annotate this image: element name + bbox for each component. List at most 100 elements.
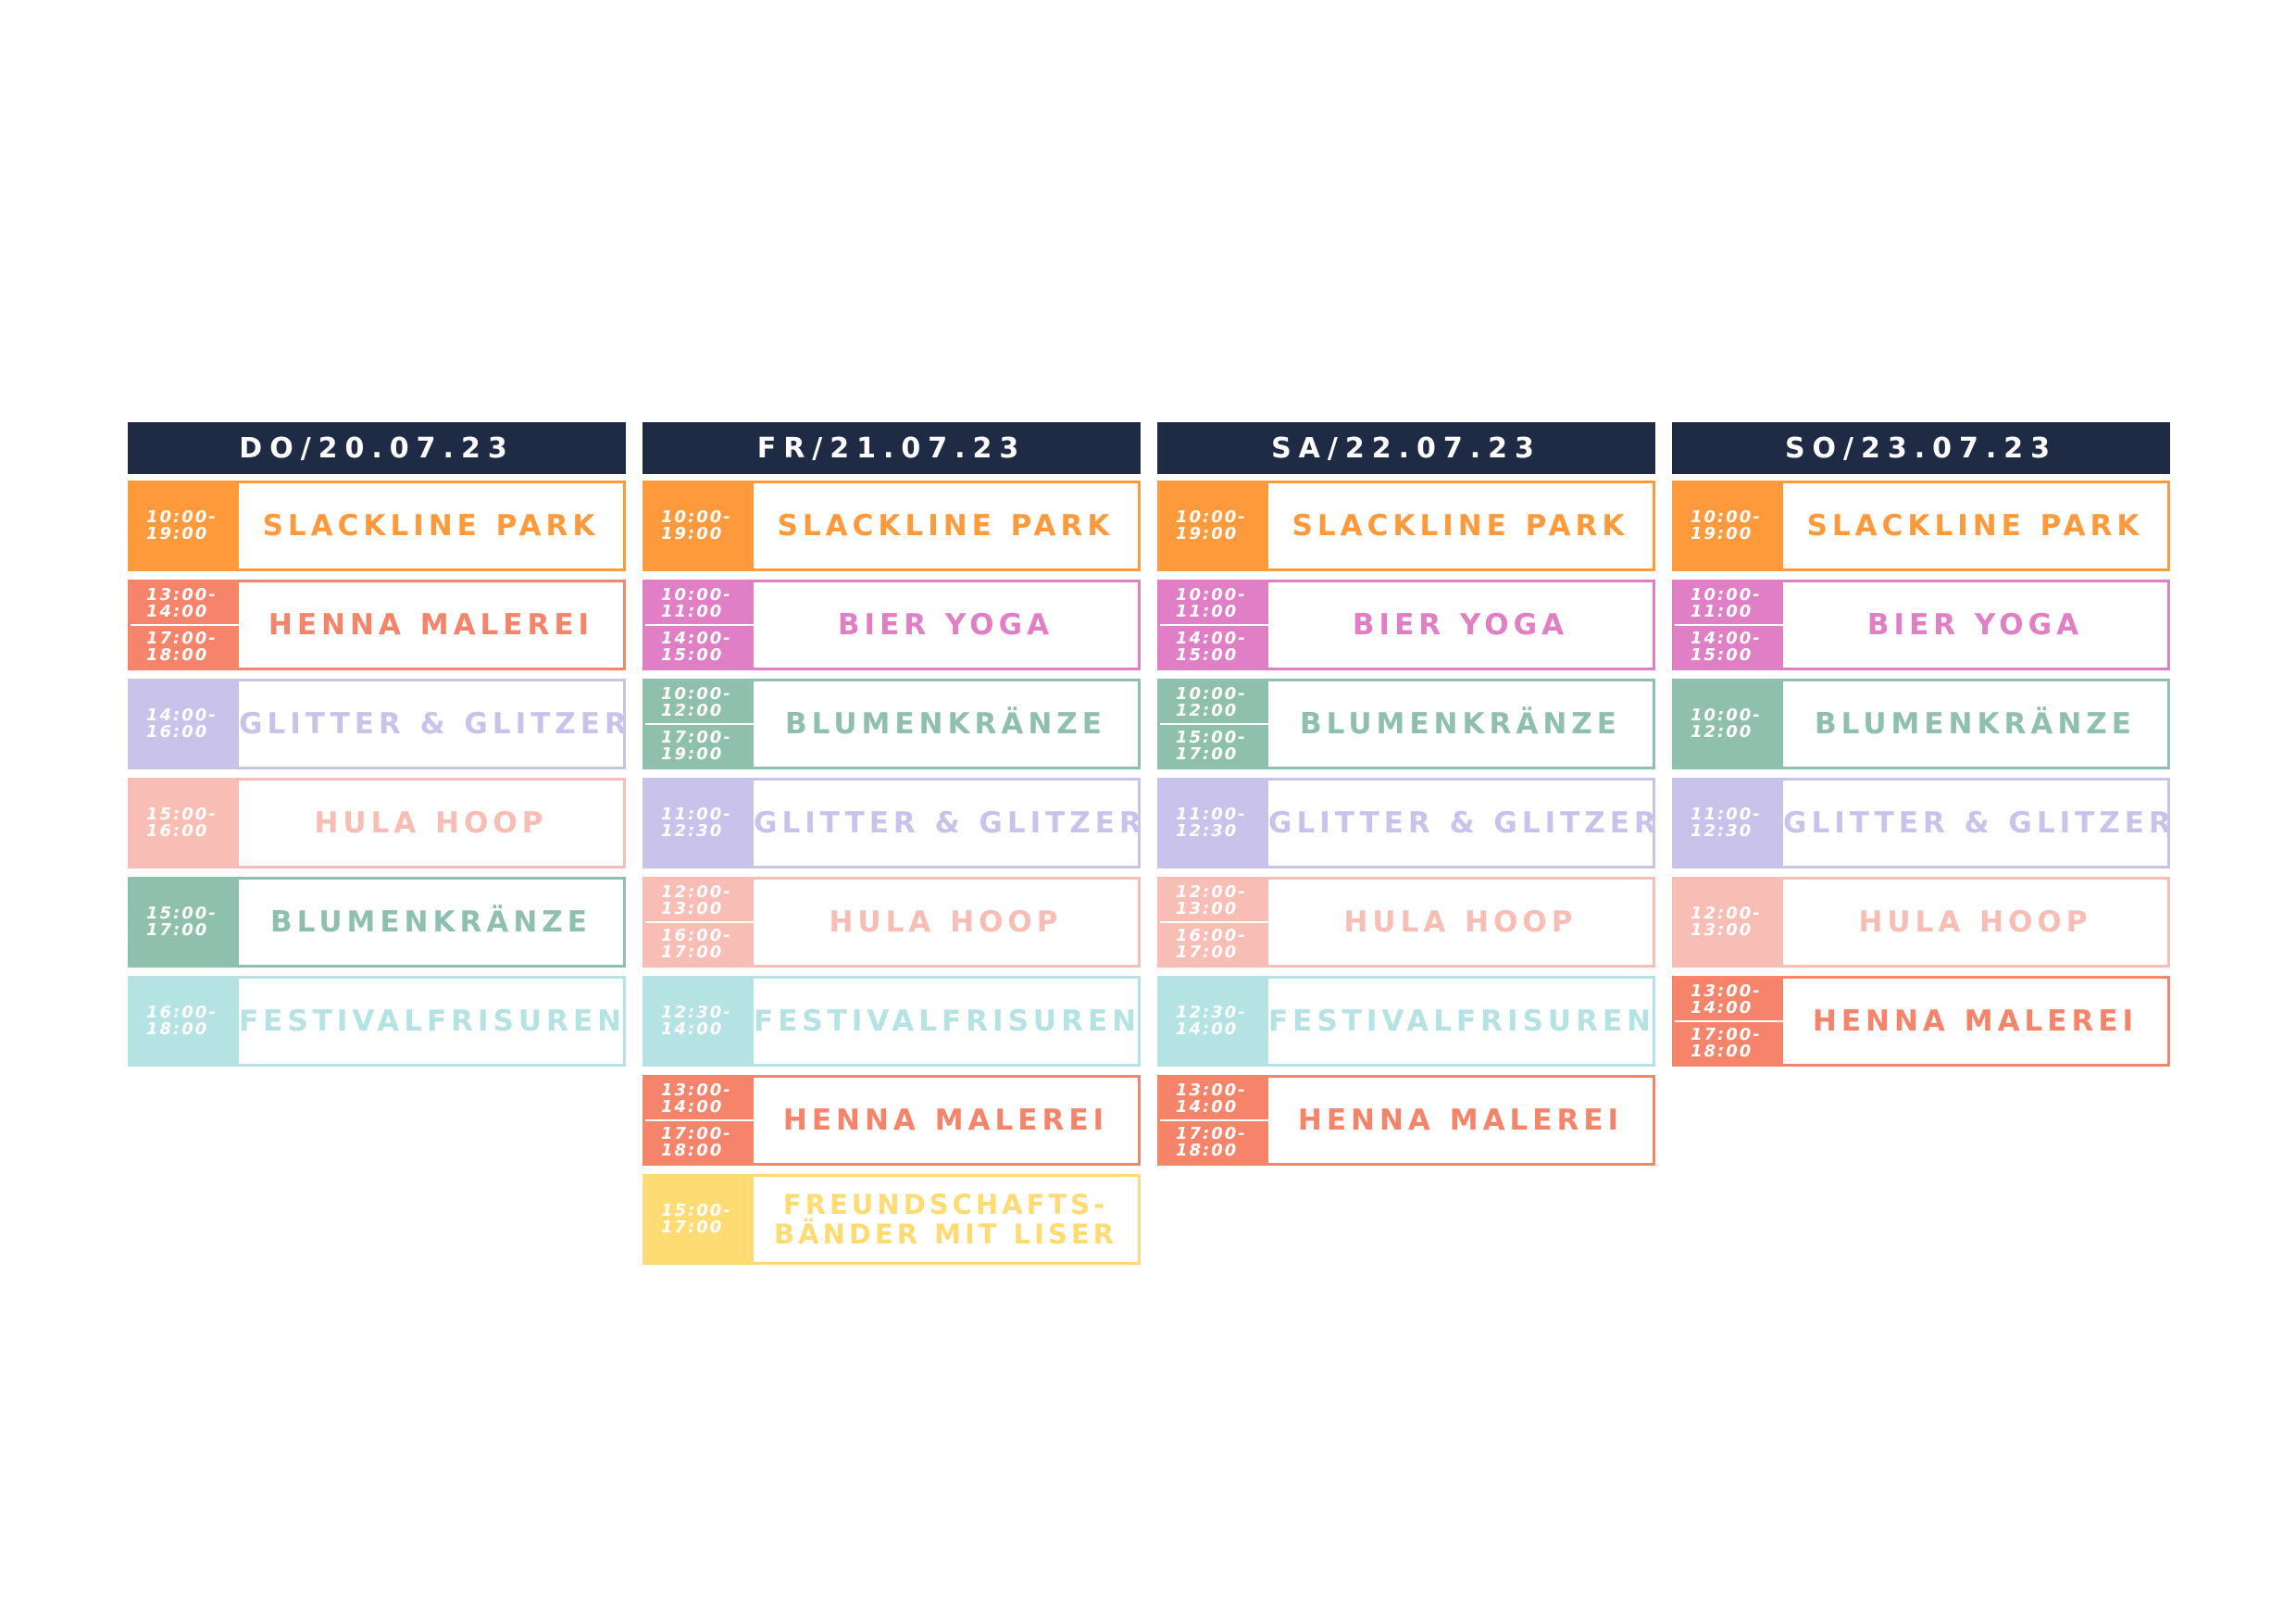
time-slot: 12:00- 13:00 bbox=[1160, 880, 1268, 921]
time-slots: 15:00- 17:00 bbox=[131, 880, 239, 965]
time-slot: 10:00- 19:00 bbox=[131, 483, 239, 568]
time-start: 12:00- bbox=[661, 881, 732, 902]
event-row: 14:00- 16:00 GLITTER & GLITZER bbox=[128, 679, 627, 769]
time-slot: 17:00- 19:00 bbox=[645, 723, 754, 767]
time-start: 15:00- bbox=[146, 904, 218, 923]
event-name-line: BLUMENKRÄNZE bbox=[270, 906, 592, 939]
event-name: SLACKLINE PARK bbox=[754, 483, 1138, 568]
time-slot: 13:00- 14:00 bbox=[645, 1078, 754, 1119]
event-row: 10:00- 11:00 14:00- 15:00 BIER YOGA bbox=[643, 580, 1141, 670]
time-start: 11:00- bbox=[1691, 805, 1762, 824]
day-header: FR/21.07.23 bbox=[643, 422, 1141, 474]
time-end: 18:00 bbox=[661, 1140, 724, 1160]
time-start: 10:00- bbox=[661, 683, 732, 704]
time-end: 14:00 bbox=[661, 1019, 724, 1039]
time-slot: 11:00- 12:30 bbox=[1675, 781, 1783, 866]
time-start: 10:00- bbox=[1691, 706, 1762, 725]
event-row: 12:00- 13:00 16:00- 17:00 HULA HOOP bbox=[643, 877, 1141, 968]
time-end: 12:00 bbox=[1691, 722, 1753, 742]
event-name: HENNA MALEREI bbox=[754, 1078, 1138, 1163]
event-name: SLACKLINE PARK bbox=[1268, 483, 1653, 568]
event-row: 10:00- 12:00 17:00- 19:00 BLUMENKRÄNZE bbox=[643, 679, 1141, 769]
event-row: 13:00- 14:00 17:00- 18:00 HENNA MALEREI bbox=[1157, 1075, 1655, 1166]
time-slots: 10:00- 12:00 15:00- 17:00 bbox=[1160, 681, 1268, 767]
time-start: 12:00- bbox=[1691, 904, 1762, 923]
event-name: HENNA MALEREI bbox=[1783, 979, 2167, 1064]
time-end: 16:00 bbox=[146, 821, 209, 841]
time-slots: 16:00- 18:00 bbox=[131, 979, 239, 1064]
time-start: 10:00- bbox=[1176, 683, 1247, 704]
time-start: 14:00- bbox=[661, 628, 732, 648]
time-slot: 10:00- 12:00 bbox=[1675, 681, 1783, 767]
time-slot: 13:00- 14:00 bbox=[1675, 979, 1783, 1020]
event-row: 15:00- 17:00 FREUNDSCHAFTS- BÄNDER MIT LISE… bbox=[643, 1174, 1141, 1265]
event-name-line: HULA HOOP bbox=[1858, 906, 2092, 939]
time-slot: 17:00- 18:00 bbox=[131, 624, 239, 668]
event-row: 10:00- 19:00 SLACKLINE PARK bbox=[128, 481, 626, 571]
time-slots: 10:00- 19:00 bbox=[1675, 483, 1783, 568]
time-start: 15:00- bbox=[1176, 727, 1247, 747]
event-row: 13:00- 14:00 17:00- 18:00 HENNA MALEREI bbox=[1672, 976, 2170, 1067]
time-slots: 12:00- 13:00 bbox=[1675, 880, 1783, 965]
time-end: 14:00 bbox=[1176, 1096, 1239, 1117]
time-slots: 10:00- 12:00 bbox=[1675, 681, 1783, 767]
event-name: BIER YOGA bbox=[1268, 582, 1653, 668]
time-slot: 11:00- 12:30 bbox=[645, 781, 754, 866]
time-slot: 12:00- 13:00 bbox=[1675, 880, 1783, 965]
time-end: 19:00 bbox=[661, 524, 724, 543]
festival-schedule: DO/20.07.23 10:00- 19:00 SLACKLINE PARK 13:… bbox=[128, 422, 2171, 1265]
time-start: 10:00- bbox=[146, 507, 218, 527]
time-end: 13:00 bbox=[1176, 898, 1239, 918]
time-end: 15:00 bbox=[661, 644, 724, 665]
time-slots: 10:00- 19:00 bbox=[1160, 483, 1268, 568]
event-row: 12:00- 13:00 16:00- 17:00 HULA HOOP bbox=[1157, 877, 1655, 968]
event-name: FESTIVALFRISUREN bbox=[754, 979, 1141, 1064]
time-start: 17:00- bbox=[1691, 1024, 1762, 1044]
time-slots: 14:00- 16:00 bbox=[131, 681, 239, 767]
time-end: 14:00 bbox=[1691, 997, 1753, 1018]
time-slot: 10:00- 11:00 bbox=[1675, 582, 1783, 624]
event-name: HENNA MALEREI bbox=[1268, 1078, 1653, 1163]
time-end: 14:00 bbox=[1176, 1019, 1239, 1039]
time-start: 12:00- bbox=[1176, 881, 1247, 902]
event-name-line: BÄNDER MIT LISER bbox=[774, 1218, 1117, 1250]
event-row: 16:00- 18:00 FESTIVALFRISUREN bbox=[128, 976, 626, 1067]
time-slots: 10:00- 19:00 bbox=[131, 483, 239, 568]
time-start: 16:00- bbox=[661, 925, 732, 945]
time-end: 12:00 bbox=[661, 700, 724, 720]
time-slot: 17:00- 18:00 bbox=[1675, 1020, 1783, 1064]
time-start: 17:00- bbox=[661, 1123, 732, 1143]
time-slots: 10:00- 11:00 14:00- 15:00 bbox=[1160, 582, 1268, 668]
time-slots: 10:00- 11:00 14:00- 15:00 bbox=[645, 582, 754, 668]
day-column: FR/21.07.23 10:00- 19:00 SLACKLINE PARK 10:… bbox=[643, 422, 1142, 1265]
time-start: 10:00- bbox=[661, 507, 732, 527]
time-slot: 10:00- 12:00 bbox=[1160, 681, 1268, 723]
time-end: 15:00 bbox=[1176, 644, 1239, 665]
day-column: SA/22.07.23 10:00- 19:00 SLACKLINE PARK 10:… bbox=[1157, 422, 1656, 1265]
day-header: DO/20.07.23 bbox=[128, 422, 626, 474]
time-start: 14:00- bbox=[1176, 628, 1247, 648]
time-start: 10:00- bbox=[661, 584, 732, 605]
time-slot: 11:00- 12:30 bbox=[1160, 781, 1268, 866]
event-row: 10:00- 19:00 SLACKLINE PARK bbox=[1157, 481, 1655, 571]
time-slot: 16:00- 17:00 bbox=[645, 921, 754, 965]
event-name-line: BLUMENKRÄNZE bbox=[1815, 707, 2136, 741]
time-end: 17:00 bbox=[1176, 743, 1239, 764]
event-row: 13:00- 14:00 17:00- 18:00 HENNA MALEREI bbox=[643, 1075, 1141, 1166]
event-name: HULA HOOP bbox=[1268, 880, 1653, 965]
day-column: SO/23.07.23 10:00- 19:00 SLACKLINE PARK 10:… bbox=[1672, 422, 2171, 1265]
time-start: 11:00- bbox=[661, 805, 732, 824]
time-end: 17:00 bbox=[1176, 942, 1239, 962]
event-row: 10:00- 19:00 SLACKLINE PARK bbox=[1672, 481, 2170, 571]
time-end: 12:30 bbox=[661, 821, 724, 841]
event-name: HULA HOOP bbox=[1783, 880, 2167, 965]
event-name-line: HENNA MALEREI bbox=[1812, 1005, 2139, 1038]
event-name-line: BIER YOGA bbox=[1352, 608, 1569, 642]
time-slots: 15:00- 17:00 bbox=[645, 1177, 754, 1262]
event-row: 12:30- 14:00 FESTIVALFRISUREN bbox=[1157, 976, 1655, 1067]
event-row: 15:00- 17:00 BLUMENKRÄNZE bbox=[128, 877, 626, 968]
time-end: 19:00 bbox=[1176, 524, 1239, 543]
time-start: 17:00- bbox=[146, 628, 218, 648]
event-name: FREUNDSCHAFTS- BÄNDER MIT LISER bbox=[754, 1177, 1138, 1262]
time-slot: 17:00- 18:00 bbox=[645, 1119, 754, 1163]
